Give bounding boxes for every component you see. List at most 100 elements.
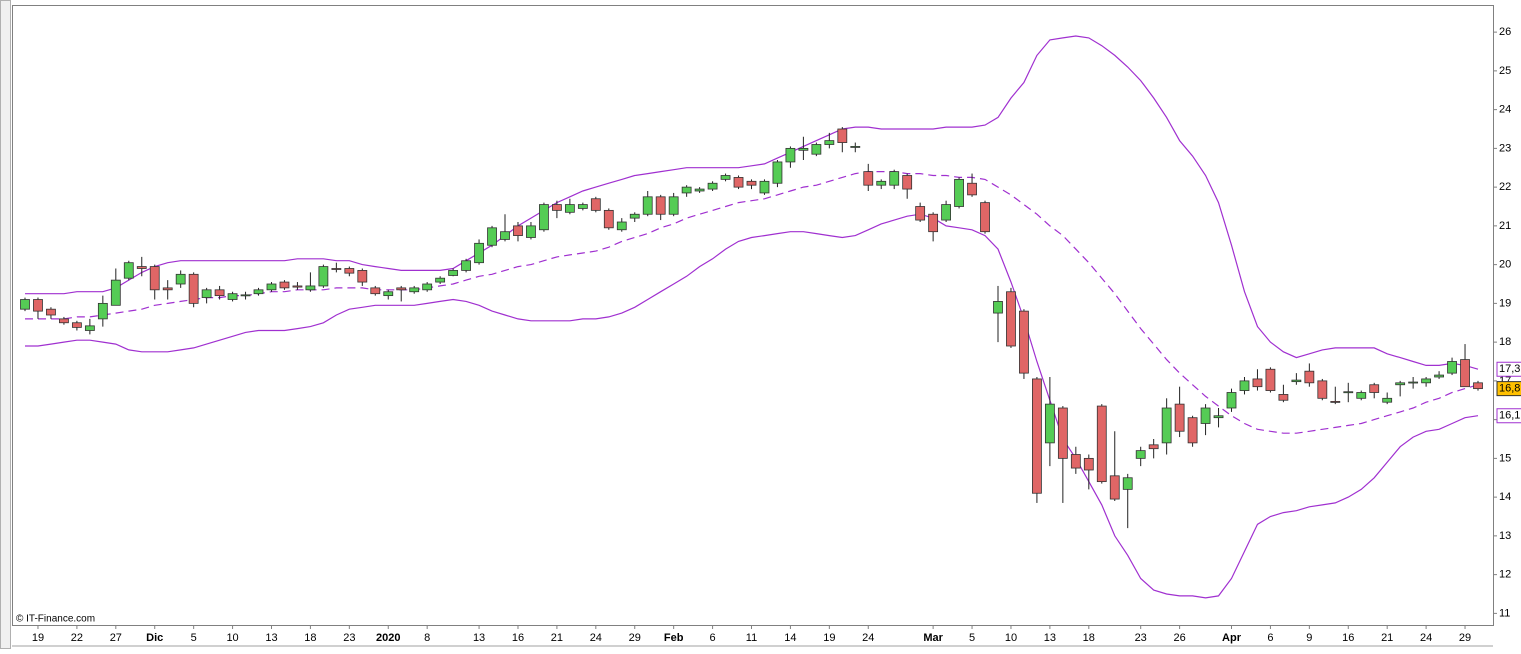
- candle-body: [642, 196, 653, 215]
- candle-body: [33, 299, 43, 312]
- candle-body: [759, 180, 770, 194]
- candle-body: [850, 146, 861, 148]
- x-tick-label: 21: [551, 632, 563, 644]
- x-tick-label: Feb: [664, 632, 684, 644]
- band-last-box: [1496, 408, 1521, 424]
- candle-body: [720, 175, 731, 180]
- candle-body: [435, 277, 446, 283]
- candle-body: [344, 268, 355, 274]
- candle-body: [668, 196, 679, 215]
- candle-body: [1148, 444, 1159, 450]
- candle-body: [422, 283, 433, 291]
- x-tick-label: 23: [343, 632, 355, 644]
- candle-body: [292, 285, 303, 288]
- candle-body: [1291, 379, 1302, 383]
- candle-body: [1044, 403, 1055, 444]
- candle-body: [1304, 370, 1315, 384]
- y-tick-label: 14: [1499, 491, 1511, 503]
- x-tick-label: 19: [32, 632, 44, 644]
- candle-body: [214, 289, 225, 297]
- x-tick-label: 10: [226, 632, 238, 644]
- candle-body: [552, 204, 562, 211]
- outer-band: [25, 35, 1479, 370]
- y-tick-label: 12: [1499, 569, 1511, 581]
- candle-body: [500, 231, 510, 240]
- candle-body: [1096, 405, 1107, 483]
- candle-body: [1382, 397, 1393, 403]
- candle-body: [590, 198, 601, 211]
- candle-body: [1421, 378, 1432, 384]
- candle-body: [1032, 378, 1042, 494]
- candle-body: [539, 204, 549, 231]
- candle-body: [1343, 391, 1354, 394]
- candle-body: [681, 186, 692, 194]
- candle-body: [889, 171, 900, 186]
- candle-body: [1317, 380, 1328, 399]
- candle-body: [279, 281, 290, 289]
- close-last-label: 16,8: [1499, 383, 1520, 395]
- candle-body: [824, 140, 835, 145]
- candle-body: [811, 144, 822, 155]
- y-tick-label: 22: [1499, 181, 1511, 193]
- x-tick-label: Dic: [146, 632, 163, 644]
- x-tick-label: 24: [1420, 632, 1432, 644]
- candle-body: [967, 182, 977, 196]
- x-tick-label: 13: [473, 632, 485, 644]
- x-tick-label: 16: [512, 632, 524, 644]
- candle-body: [1019, 310, 1029, 374]
- y-tick-label: 20: [1499, 259, 1511, 271]
- candle-body: [84, 325, 95, 331]
- candle-body: [110, 279, 121, 306]
- x-tick-label: 18: [1083, 632, 1095, 644]
- candle-body: [487, 227, 497, 246]
- candle-body: [980, 202, 990, 233]
- x-tick-label: 26: [1173, 632, 1185, 644]
- candle-body: [474, 242, 484, 264]
- candle-body: [1239, 380, 1250, 391]
- y-tick-label: 11: [1499, 607, 1510, 619]
- x-tick-label: 16: [1342, 632, 1354, 644]
- candle-body: [564, 204, 575, 213]
- candle-body: [1006, 291, 1016, 347]
- candle-body: [318, 266, 329, 287]
- candle-body: [1161, 407, 1172, 444]
- x-tick-label: 24: [590, 632, 602, 644]
- middle-band: [25, 171, 1479, 434]
- candle-body: [746, 180, 757, 186]
- candle-body: [954, 178, 964, 207]
- candle-body: [461, 260, 471, 271]
- y-tick-label: 13: [1499, 530, 1511, 542]
- x-tick-label: 22: [71, 632, 83, 644]
- x-tick-label: 29: [629, 632, 641, 644]
- x-tick-label: Mar: [923, 632, 943, 644]
- candle-body: [305, 285, 316, 291]
- candle-body: [941, 204, 951, 221]
- candle-body: [448, 270, 459, 276]
- x-tick-label: 5: [969, 632, 975, 644]
- plot-frame: [12, 5, 1494, 626]
- candle-body: [616, 221, 627, 231]
- x-tick-label: 24: [862, 632, 874, 644]
- x-tick-label: 18: [304, 632, 316, 644]
- x-tick-label: 23: [1135, 632, 1147, 644]
- candle-body: [370, 287, 381, 295]
- candle-body: [993, 301, 1003, 314]
- candle-body: [837, 128, 848, 143]
- x-tick-label: 8: [424, 632, 430, 644]
- x-tick-label: 11: [746, 632, 757, 644]
- candle-body: [1226, 392, 1237, 409]
- candle-body: [785, 147, 796, 163]
- x-tick-label: 27: [110, 632, 122, 644]
- watermark: © IT-Finance.com: [16, 614, 95, 625]
- band-last-label: 16,1: [1499, 410, 1520, 422]
- y-tick-label: 23: [1499, 142, 1511, 154]
- outer-band: [25, 213, 1479, 599]
- y-tick-label: 15: [1499, 452, 1511, 464]
- candle-body: [798, 147, 809, 151]
- x-tick-label: Apr: [1222, 632, 1242, 644]
- y-tick-label: 24: [1499, 104, 1511, 116]
- candle-body: [162, 287, 173, 291]
